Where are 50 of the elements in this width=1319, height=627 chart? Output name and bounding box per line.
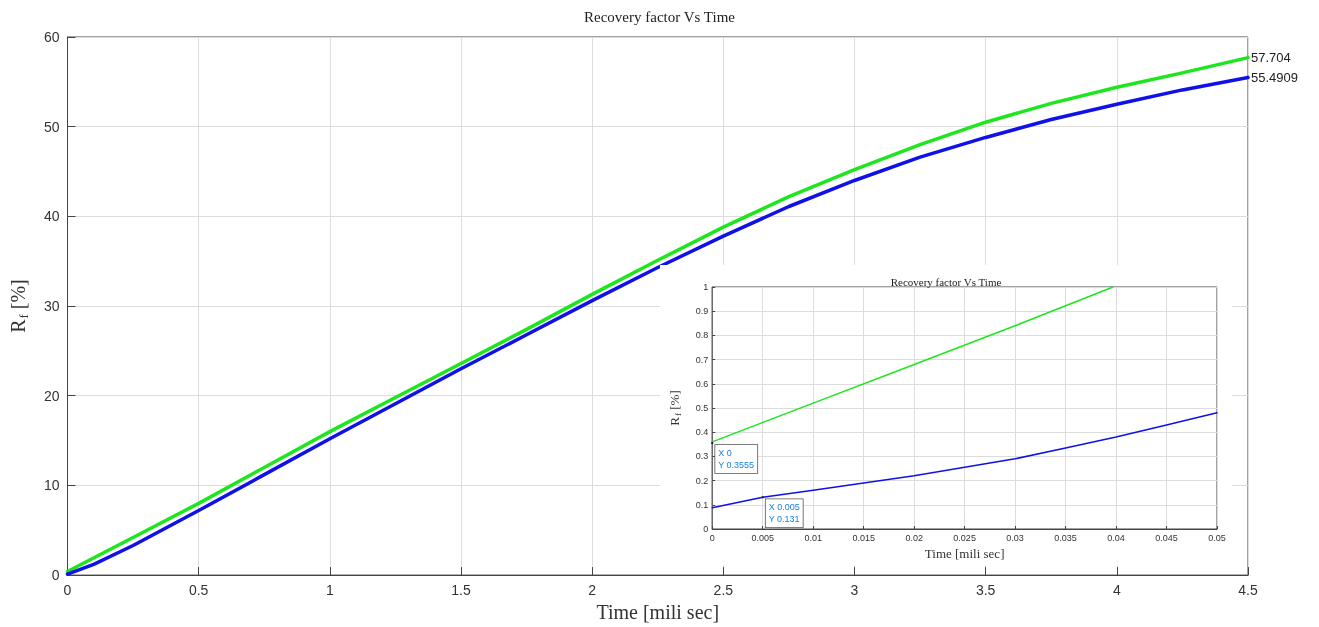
- x-axis-title: Time [mili sec]: [596, 601, 720, 623]
- y-tick-label: 50: [43, 118, 60, 135]
- y-tick-label: 30: [43, 298, 60, 315]
- y-tick-label: 1: [703, 282, 709, 292]
- y-tick-label: 60: [43, 29, 60, 45]
- y-tick-label: 20: [43, 387, 60, 404]
- x-tick-label: 0.005: [751, 532, 774, 543]
- x-axis-title: Time [mili sec]: [924, 546, 1005, 561]
- y-tick-label: 0.3: [695, 451, 709, 462]
- y-tick-label: 0.4: [695, 427, 709, 438]
- x-tick-label: 0.035: [1054, 532, 1077, 543]
- y-tick-label: 0.1: [695, 499, 709, 510]
- y-tick-label: 10: [43, 477, 60, 494]
- x-tick-label: 2.5: [713, 582, 734, 599]
- y-tick-label: 0.6: [695, 378, 709, 389]
- line-series: [711, 412, 1218, 509]
- y-tick-label: 0.2: [695, 475, 709, 486]
- x-tick-label: 0.5: [188, 582, 209, 599]
- x-tick-label: 0: [63, 582, 72, 599]
- y-tick-label: 0.9: [695, 306, 709, 317]
- x-tick-label: 0.03: [1006, 532, 1024, 543]
- y-tick-label: 0: [51, 567, 60, 584]
- x-tick-label: 0.01: [804, 532, 822, 543]
- y-tick-label: 0.5: [695, 403, 709, 413]
- x-tick-label: 0.045: [1155, 532, 1178, 543]
- x-tick-label: 0.05: [1208, 532, 1226, 543]
- y-tick-label: 0.8: [695, 330, 709, 341]
- x-tick-label: 1: [325, 582, 334, 599]
- x-tick-label: 3.5: [975, 582, 996, 599]
- y-axis-title: Rf [%]: [7, 279, 31, 333]
- y-tick-label: 40: [43, 208, 60, 225]
- x-tick-label: 0.015: [852, 532, 875, 543]
- y-axis-title: Rf [%]: [667, 390, 683, 426]
- line-series: [711, 286, 1114, 444]
- chart-title: Recovery factor Vs Time: [584, 8, 736, 25]
- chart-title: Recovery factor Vs Time: [890, 275, 1002, 288]
- x-tick-label: 0.04: [1107, 532, 1125, 543]
- y-tick-label: 0.7: [695, 354, 709, 365]
- annotation: 55.4909: [1251, 69, 1298, 85]
- x-tick-label: 0.025: [953, 532, 976, 543]
- y-tick-label: 0: [703, 524, 709, 534]
- x-tick-label: 0.02: [905, 532, 923, 543]
- x-tick-label: 3: [850, 582, 859, 599]
- x-tick-label: 2: [588, 582, 597, 599]
- x-tick-label: 1.5: [451, 582, 471, 599]
- annotation: 57.704: [1251, 50, 1291, 66]
- x-tick-label: 4: [1112, 582, 1121, 599]
- annotation: X 0.005 Y 0.131: [768, 502, 800, 525]
- annotation: X 0 Y 0.3555: [718, 447, 755, 470]
- x-tick-label: 4.5: [1238, 582, 1258, 599]
